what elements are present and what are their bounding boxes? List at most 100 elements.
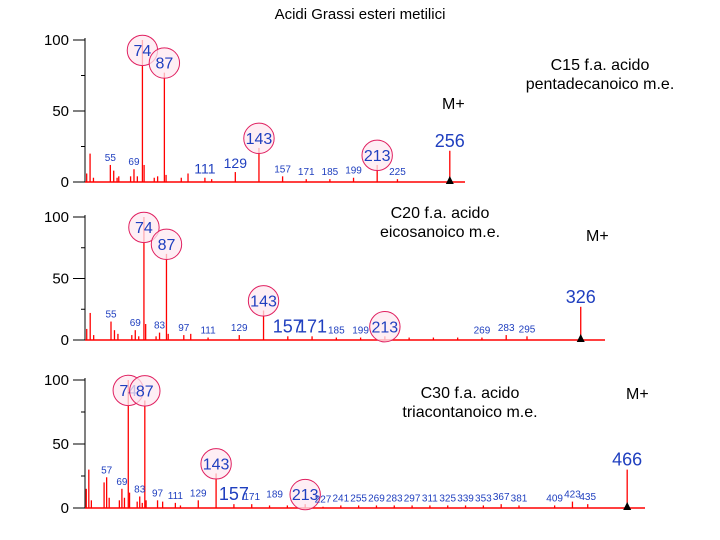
peak-label-87: 87 bbox=[136, 383, 154, 400]
peak-label-circle bbox=[129, 375, 161, 407]
peak-label-circle bbox=[289, 478, 321, 511]
y-tick-label: 50 bbox=[52, 271, 69, 288]
peak-label-69: 69 bbox=[128, 157, 140, 168]
peak-label-143: 143 bbox=[246, 131, 273, 148]
spectrum-1-name: C15 f.a. acido pentadecanoico m.e. bbox=[500, 56, 700, 94]
peak-label-171: 171 bbox=[298, 167, 315, 178]
peak-label-241: 241 bbox=[332, 493, 349, 504]
peak-label-409: 409 bbox=[546, 493, 563, 504]
peak-label-129: 129 bbox=[190, 488, 207, 499]
peak-label-325: 325 bbox=[439, 493, 456, 504]
peak-label-213: 213 bbox=[364, 148, 391, 165]
peak-label-circle bbox=[200, 448, 232, 480]
peak-label-69: 69 bbox=[116, 477, 128, 488]
peak-label-435: 435 bbox=[579, 492, 596, 503]
peak-label-295: 295 bbox=[519, 324, 536, 335]
peak-label-157: 157 bbox=[219, 484, 249, 504]
peak-label-74: 74 bbox=[135, 220, 153, 237]
y-tick-label: 100 bbox=[44, 372, 69, 389]
peak-label-129: 129 bbox=[224, 155, 248, 171]
peak-label-189: 189 bbox=[266, 490, 283, 501]
peak-label-97: 97 bbox=[178, 323, 190, 334]
spectrum-1-name-line-2: pentadecanoico m.e. bbox=[525, 76, 675, 93]
peak-label-171: 171 bbox=[297, 316, 327, 336]
spectrum-2-name-line-2: eicosanoico m.e. bbox=[379, 224, 501, 241]
peak-label-circle bbox=[148, 47, 181, 79]
peak-label-227: 227 bbox=[315, 495, 332, 506]
peak-label-69: 69 bbox=[130, 318, 142, 329]
peak-label-57: 57 bbox=[101, 465, 113, 476]
peak-label-255: 255 bbox=[350, 493, 367, 504]
peak-label-111: 111 bbox=[168, 491, 184, 502]
peak-label-157: 157 bbox=[274, 164, 291, 175]
y-tick-label: 50 bbox=[52, 103, 69, 120]
peak-label-256: 256 bbox=[435, 131, 465, 151]
peak-label-199: 199 bbox=[352, 326, 369, 337]
peak-label-423: 423 bbox=[564, 490, 581, 501]
peak-label-199: 199 bbox=[345, 166, 362, 177]
peak-label-283: 283 bbox=[498, 323, 515, 334]
peak-label-269: 269 bbox=[368, 493, 385, 504]
peak-label-367: 367 bbox=[493, 492, 510, 503]
y-tick-label: 0 bbox=[61, 500, 69, 517]
peak-label-213: 213 bbox=[292, 487, 319, 504]
peak-label-circle bbox=[150, 228, 183, 261]
peak-label-311: 311 bbox=[422, 493, 438, 504]
peak-label-87: 87 bbox=[158, 237, 176, 254]
y-tick-label: 50 bbox=[52, 436, 69, 453]
molecular-ion-marker bbox=[623, 502, 632, 510]
peak-label-circle bbox=[247, 285, 280, 317]
peak-label-353: 353 bbox=[475, 493, 492, 504]
peak-label-297: 297 bbox=[404, 493, 421, 504]
y-tick-label: 100 bbox=[44, 209, 69, 226]
peak-label-97: 97 bbox=[152, 488, 164, 499]
spectrum-2-name: C20 f.a. acido eicosanoico m.e. bbox=[340, 204, 540, 242]
molecular-ion-marker bbox=[576, 334, 585, 342]
peak-label-143: 143 bbox=[250, 293, 277, 310]
peak-label-269: 269 bbox=[474, 326, 491, 337]
spectrum-3-name-line-2: triacontanoico m.e. bbox=[402, 404, 538, 421]
spectrum-3-mplus: M+ bbox=[626, 386, 649, 403]
spectrum-3-name-line-1: C30 f.a. acido bbox=[420, 385, 520, 402]
peak-label-83: 83 bbox=[134, 484, 146, 495]
spectrum-3-name: C30 f.a. acido triacontanoico m.e. bbox=[370, 384, 570, 422]
peak-label-157: 157 bbox=[273, 316, 303, 336]
peak-label-55: 55 bbox=[105, 153, 117, 164]
molecular-ion-marker bbox=[445, 176, 454, 184]
peak-label-185: 185 bbox=[328, 326, 345, 337]
peak-label-87: 87 bbox=[155, 56, 173, 73]
peak-label-381: 381 bbox=[511, 493, 528, 504]
peak-label-339: 339 bbox=[457, 493, 474, 504]
peak-label-circle bbox=[361, 139, 393, 172]
peak-label-283: 283 bbox=[386, 493, 403, 504]
peak-label-74: 74 bbox=[134, 43, 152, 60]
y-tick-label: 0 bbox=[61, 174, 69, 191]
peak-label-111: 111 bbox=[194, 161, 215, 177]
peak-label-213: 213 bbox=[372, 319, 399, 336]
peak-label-466: 466 bbox=[612, 450, 642, 470]
peak-label-circle bbox=[128, 211, 160, 244]
spectrum-2-name-line-1: C20 f.a. acido bbox=[390, 205, 490, 222]
peak-label-326: 326 bbox=[566, 287, 596, 307]
y-tick-label: 100 bbox=[44, 32, 69, 49]
peak-label-circle bbox=[369, 311, 401, 343]
peak-label-129: 129 bbox=[231, 323, 248, 334]
peak-label-55: 55 bbox=[105, 310, 117, 321]
spectrum-1-name-line-1: C15 f.a. acido bbox=[550, 57, 650, 74]
peak-label-171: 171 bbox=[243, 492, 260, 503]
peak-label-circle bbox=[243, 122, 275, 155]
peak-label-225: 225 bbox=[389, 167, 406, 178]
peak-label-111: 111 bbox=[200, 326, 216, 337]
peak-label-185: 185 bbox=[322, 167, 339, 178]
spectrum-1-mplus: M+ bbox=[442, 96, 465, 113]
spectrum-2-mplus: M+ bbox=[586, 228, 609, 245]
peak-label-83: 83 bbox=[154, 321, 166, 332]
peak-label-143: 143 bbox=[203, 456, 230, 473]
y-tick-label: 0 bbox=[61, 332, 69, 349]
slide-title: Acidi Grassi esteri metilici bbox=[274, 6, 446, 23]
